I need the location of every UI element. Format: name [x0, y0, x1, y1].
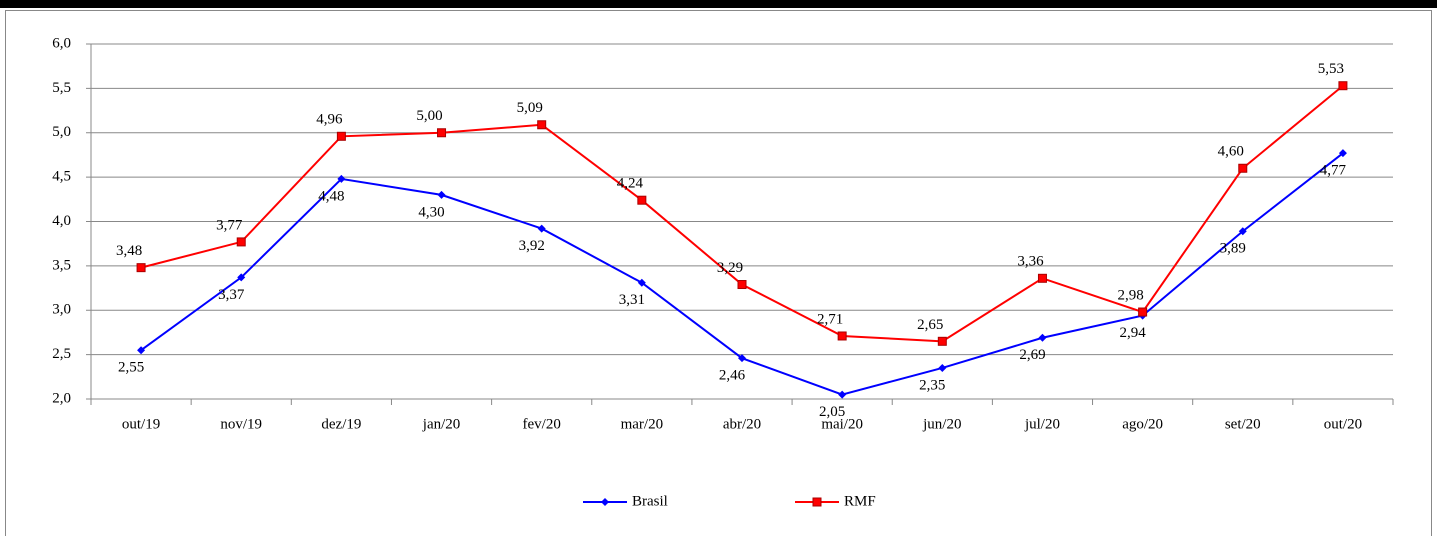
marker — [601, 498, 609, 506]
x-tick-label: jun/20 — [922, 416, 961, 432]
data-label: 3,31 — [619, 292, 645, 308]
data-label: 3,48 — [116, 243, 142, 259]
x-tick-label: nov/19 — [220, 416, 262, 432]
marker — [437, 128, 447, 138]
x-tick-label: mai/20 — [821, 416, 863, 432]
x-tick-label: out/19 — [122, 416, 160, 432]
marker — [812, 497, 822, 507]
data-label: 2,94 — [1119, 325, 1146, 341]
data-label: 4,77 — [1320, 163, 1347, 179]
marker — [437, 190, 446, 199]
data-label: 3,29 — [717, 260, 743, 276]
marker — [737, 280, 747, 290]
x-tick-label: jul/20 — [1024, 416, 1060, 432]
data-label: 3,36 — [1017, 254, 1044, 270]
x-tick-label: abr/20 — [723, 416, 761, 432]
marker — [136, 263, 146, 273]
x-tick-label: mar/20 — [621, 416, 664, 432]
x-tick-label: fev/20 — [523, 416, 561, 432]
marker — [337, 174, 346, 183]
y-tick-label: 4,5 — [52, 169, 71, 185]
x-tick-label: ago/20 — [1122, 416, 1163, 432]
data-label: 5,09 — [517, 100, 543, 116]
data-label: 5,00 — [416, 108, 442, 124]
marker — [838, 390, 847, 399]
y-tick-label: 2,5 — [52, 346, 71, 362]
y-tick-label: 3,5 — [52, 257, 71, 273]
y-tick-label: 5,0 — [52, 124, 71, 140]
data-label: 2,65 — [917, 317, 943, 333]
chart-frame — [5, 10, 1432, 536]
marker — [137, 346, 146, 355]
top-bar — [0, 0, 1437, 8]
data-label: 4,30 — [418, 204, 444, 220]
y-tick-label: 5,5 — [52, 80, 71, 96]
marker — [837, 331, 847, 341]
marker — [1238, 227, 1247, 236]
marker — [937, 336, 947, 346]
data-label: 4,48 — [318, 188, 344, 204]
marker — [537, 224, 546, 233]
data-label: 4,96 — [316, 112, 343, 128]
data-label: 3,77 — [216, 217, 243, 233]
marker — [236, 237, 246, 247]
y-tick-label: 6,0 — [52, 35, 71, 51]
y-tick-label: 3,0 — [52, 302, 71, 318]
x-tick-label: dez/19 — [321, 416, 361, 432]
data-label: 3,89 — [1220, 241, 1246, 257]
marker — [738, 354, 746, 363]
y-tick-label: 4,0 — [52, 213, 71, 229]
x-tick-label: set/20 — [1225, 416, 1261, 432]
y-tick-label: 2,0 — [52, 390, 71, 406]
x-tick-label: jan/20 — [422, 416, 461, 432]
data-label: 3,37 — [218, 287, 245, 303]
data-label: 2,71 — [817, 311, 843, 327]
x-tick-label: out/20 — [1324, 416, 1362, 432]
data-label: 5,53 — [1318, 61, 1344, 77]
data-label: 3,92 — [519, 238, 545, 254]
marker — [1138, 307, 1148, 317]
marker — [1037, 273, 1047, 283]
marker — [1338, 149, 1347, 158]
data-label: 2,46 — [719, 368, 746, 384]
data-label: 2,35 — [919, 377, 945, 393]
marker — [537, 120, 547, 130]
data-label: 2,55 — [118, 360, 144, 376]
marker — [938, 363, 947, 372]
marker — [1238, 163, 1248, 173]
legend-label: Brasil — [632, 493, 668, 509]
marker — [637, 278, 646, 287]
data-label: 4,24 — [617, 176, 644, 192]
data-label: 2,98 — [1117, 287, 1143, 303]
data-label: 4,60 — [1218, 144, 1244, 160]
marker — [237, 273, 246, 282]
legend-label: RMF — [844, 493, 876, 509]
marker — [336, 131, 346, 141]
marker — [637, 195, 647, 205]
marker — [1338, 81, 1348, 91]
marker — [1038, 333, 1047, 342]
data-label: 2,69 — [1019, 347, 1045, 363]
data-label: 2,05 — [819, 404, 845, 420]
